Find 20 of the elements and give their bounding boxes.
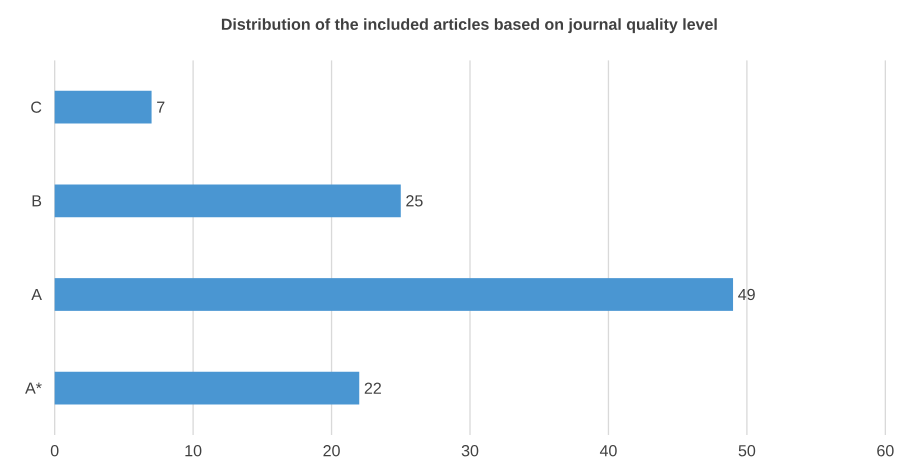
x-tick-label: 60 [877,445,894,456]
x-tick-label: 30 [462,445,478,456]
bar [54,278,734,311]
x-tick-label: 0 [50,445,58,456]
y-tick-label: C [31,102,42,113]
chart-title: Distribution of the included articles based on journal quality level [222,18,717,34]
data-label: 25 [406,195,423,206]
bar [54,184,401,218]
y-tick-label: B [32,195,42,206]
x-tick-label: 10 [185,445,202,456]
data-label: 22 [364,382,381,394]
data-label: 7 [157,102,164,113]
y-tick-label: A [31,289,42,300]
data-label: 49 [738,288,755,300]
bar [54,372,360,405]
bar [54,90,152,124]
y-tick-label: A* [25,382,42,394]
x-tick-label: 40 [600,445,617,456]
x-tick-label: 20 [323,445,340,456]
x-tick-label: 50 [738,445,756,456]
